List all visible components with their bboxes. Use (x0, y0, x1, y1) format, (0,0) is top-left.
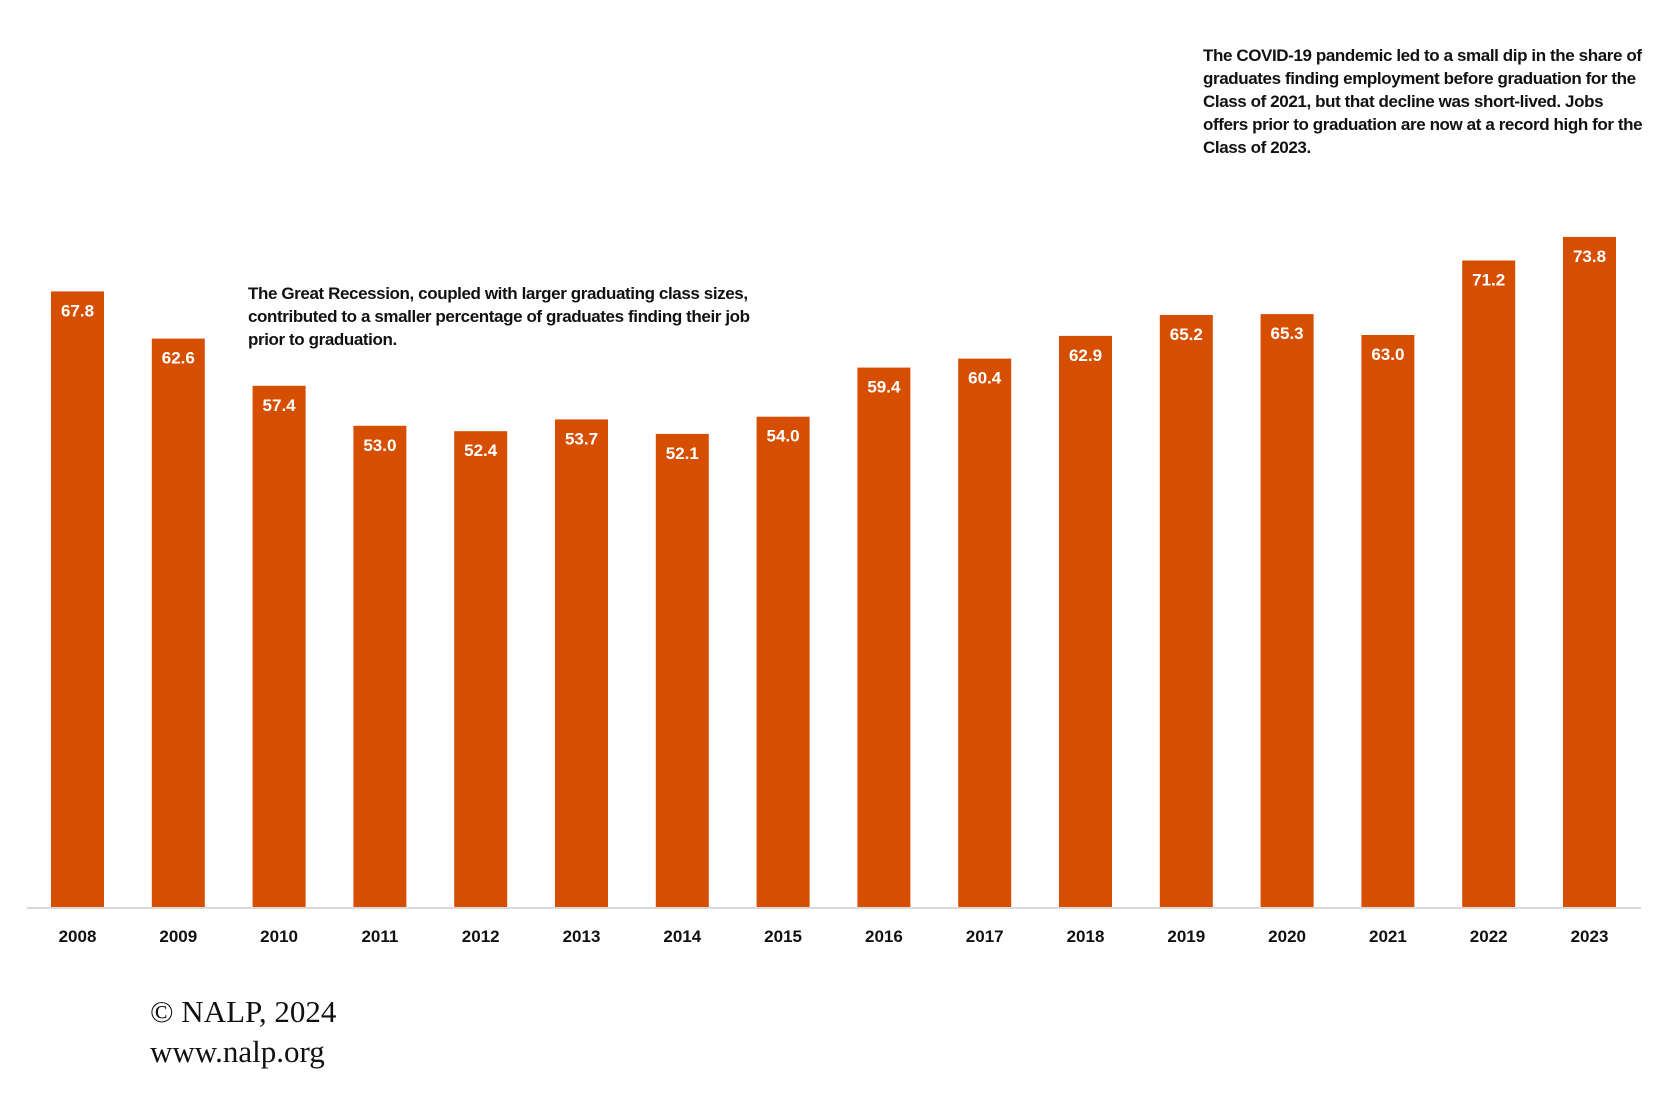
data-label-2019: 65.2 (1170, 325, 1203, 344)
tick-label-2008: 2008 (59, 927, 97, 946)
annotation-line: The Great Recession, coupled with larger… (248, 284, 748, 303)
tick-label-2010: 2010 (260, 927, 298, 946)
tick-label-2009: 2009 (159, 927, 197, 946)
tick-label-2014: 2014 (663, 927, 701, 946)
bar-2010 (252, 385, 306, 907)
annotation-line: The COVID-19 pandemic led to a small dip… (1203, 46, 1642, 65)
tick-label-2016: 2016 (865, 927, 903, 946)
footer-url: www.nalp.org (150, 1034, 325, 1069)
bar-2019 (1159, 315, 1213, 907)
tick-label-2020: 2020 (1268, 927, 1306, 946)
footer-copyright: © NALP, 2024 (150, 994, 337, 1029)
bar-labels-group: 67.8 62.6 57.4 53.0 52.4 53.7 52.1 54.0 59.4 60.4… (61, 247, 1606, 463)
bar-2009 (151, 338, 205, 908)
bar-2016 (857, 367, 911, 908)
tick-label-2015: 2015 (764, 927, 802, 946)
bar-2015 (756, 416, 810, 907)
bar-2014 (655, 433, 709, 907)
data-label-2018: 62.9 (1069, 346, 1102, 365)
bar-2020 (1260, 314, 1314, 908)
tick-label-2011: 2011 (361, 927, 398, 946)
tick-label-2013: 2013 (563, 927, 601, 946)
annotation-line: prior to graduation. (248, 330, 397, 349)
data-label-2008: 67.8 (61, 301, 94, 320)
x-axis-tick-labels: 2008 2009 2010 2011 2012 2013 2014 2015 2016 2017… (59, 927, 1609, 946)
bar-2017 (958, 358, 1012, 908)
data-label-2020: 65.3 (1271, 324, 1304, 343)
tick-label-2012: 2012 (462, 927, 500, 946)
annotation-line: Class of 2021, but that decline was shor… (1203, 92, 1604, 111)
data-label-2012: 52.4 (464, 441, 498, 460)
bar-2012 (454, 431, 508, 907)
bar-2008 (51, 291, 104, 907)
data-label-2016: 59.4 (867, 378, 901, 397)
data-label-2013: 53.7 (565, 429, 598, 448)
annotation-line: Class of 2023. (1203, 138, 1311, 157)
bar-2022 (1462, 260, 1516, 907)
bar-2018 (1059, 335, 1112, 907)
bar-2013 (555, 419, 608, 907)
data-label-2010: 57.4 (263, 396, 297, 415)
tick-label-2023: 2023 (1571, 927, 1609, 946)
tick-label-2022: 2022 (1470, 927, 1508, 946)
data-label-2022: 71.2 (1472, 271, 1505, 290)
data-label-2014: 52.1 (666, 444, 699, 463)
data-label-2023: 73.8 (1573, 247, 1606, 266)
annotation-line: offers prior to graduation are now at a … (1203, 115, 1643, 134)
data-label-2009: 62.6 (162, 349, 195, 368)
tick-label-2021: 2021 (1369, 927, 1407, 946)
bar-2021 (1361, 335, 1415, 907)
annotation-line: graduates finding employment before grad… (1203, 69, 1636, 88)
annotation-line: contributed to a smaller percentage of g… (248, 307, 750, 326)
data-label-2011: 53.0 (363, 436, 396, 455)
bars-group (51, 236, 1616, 908)
data-label-2021: 63.0 (1371, 345, 1404, 364)
bar-2011 (353, 425, 407, 907)
tick-label-2019: 2019 (1167, 927, 1205, 946)
bar-2023 (1563, 236, 1616, 907)
data-label-2017: 60.4 (968, 369, 1002, 388)
annotation-great-recession: The Great Recession, coupled with larger… (248, 282, 768, 351)
annotation-covid: The COVID-19 pandemic led to a small dip… (1203, 44, 1663, 159)
data-label-2015: 54.0 (767, 427, 800, 446)
tick-label-2017: 2017 (966, 927, 1004, 946)
tick-label-2018: 2018 (1067, 927, 1105, 946)
